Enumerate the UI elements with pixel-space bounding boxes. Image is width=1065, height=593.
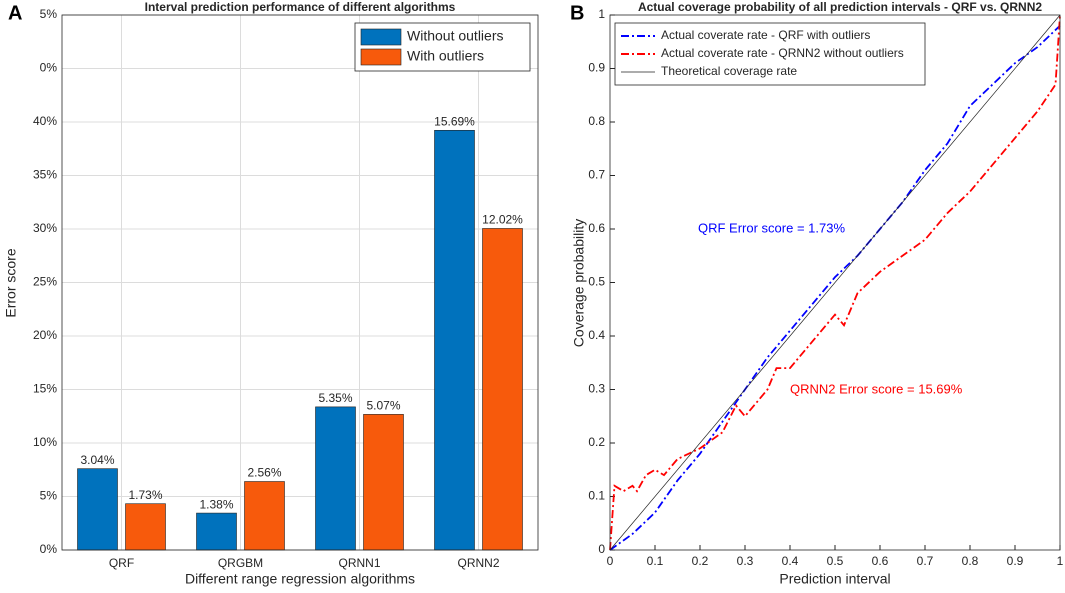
y-tick-label: 0.9: [588, 61, 605, 75]
line: [609, 14, 1061, 551]
y-tick-label: 40%: [33, 114, 57, 128]
chart-title: Actual coverage probability of all predi…: [638, 0, 1042, 14]
y-tick-label: 0%: [40, 61, 58, 75]
y-tick-label: 30%: [33, 221, 57, 235]
legend-box: [614, 22, 926, 86]
data-label: 15.69%: [434, 114, 475, 128]
data-label: 1.73%: [128, 488, 162, 502]
y-tick-label: 10%: [33, 435, 57, 449]
x-tick-label: 0.2: [692, 554, 709, 568]
legend-label: Actual coverate rate - QRF with outliers: [661, 28, 870, 42]
y-tick-label: 25%: [33, 275, 57, 289]
y-tick-label: 20%: [33, 328, 57, 342]
x-tick-label: 0.3: [737, 554, 754, 568]
x-tick-label: 0: [607, 554, 614, 568]
x-tick-label: 1: [1057, 554, 1064, 568]
x-tick-label: 0.5: [827, 554, 844, 568]
annotation: QRF Error score = 1.73%: [698, 220, 845, 235]
x-axis-label: Different range regression algorithms: [185, 571, 415, 587]
y-tick-label: 0.7: [588, 168, 605, 182]
y-tick-label: 35%: [33, 168, 57, 182]
bar: [244, 481, 285, 551]
bar: [434, 129, 475, 551]
x-axis-label: Prediction interval: [779, 571, 890, 587]
y-tick-label: 0.8: [588, 114, 605, 128]
panel-label: A: [8, 2, 22, 24]
x-tick-label: QRNN1: [338, 556, 380, 570]
legend-label: Actual coverate rate - QRNN2 without out…: [661, 46, 904, 60]
data-label: 5.35%: [318, 391, 352, 405]
y-tick-label: 5%: [40, 7, 58, 21]
legend-label: Without outliers: [407, 28, 503, 44]
y-tick-label: 15%: [33, 382, 57, 396]
data-label: 3.04%: [80, 453, 114, 467]
x-tick-label: 0.6: [872, 554, 889, 568]
legend-label: Theoretical coverage rate: [661, 64, 797, 78]
legend-swatch: [360, 48, 402, 66]
y-tick-label: 0.2: [588, 435, 605, 449]
legend-swatch: [360, 28, 402, 46]
line: [609, 14, 1061, 551]
data-label: 5.07%: [366, 399, 400, 413]
chart-title: Interval prediction performance of diffe…: [145, 0, 456, 14]
data-label: 1.38%: [199, 497, 233, 511]
plot-frame: [61, 14, 539, 551]
x-tick-label: QRGBM: [218, 556, 263, 570]
x-tick-label: 0.4: [782, 554, 799, 568]
bar: [315, 406, 356, 551]
y-axis-label: Coverage probability: [571, 219, 587, 347]
y-tick-label: 0.4: [588, 328, 605, 342]
bar: [77, 468, 118, 551]
bar: [125, 503, 166, 551]
x-tick-label: QRF: [109, 556, 134, 570]
bar: [363, 414, 404, 551]
x-tick-label: QRNN2: [457, 556, 499, 570]
y-tick-label: 0.1: [588, 489, 605, 503]
data-label: 2.56%: [247, 466, 281, 480]
y-tick-label: 0%: [40, 542, 58, 556]
x-tick-label: 0.8: [962, 554, 979, 568]
y-tick-label: 5%: [40, 489, 58, 503]
bar: [482, 228, 523, 551]
x-tick-label: 0.1: [647, 554, 664, 568]
y-tick-label: 1: [598, 7, 605, 21]
y-tick-label: 0.5: [588, 275, 605, 289]
x-tick-label: 0.7: [917, 554, 934, 568]
x-tick-label: 0.9: [1007, 554, 1024, 568]
legend-label: With outliers: [407, 48, 484, 64]
panel-label: B: [570, 2, 584, 24]
annotation: QRNN2 Error score = 15.69%: [790, 381, 963, 396]
y-tick-label: 0.6: [588, 221, 605, 235]
data-label: 12.02%: [482, 213, 523, 227]
y-tick-label: 0: [598, 542, 605, 556]
y-tick-label: 0.3: [588, 382, 605, 396]
y-axis-label: Error score: [3, 248, 19, 317]
bar: [196, 512, 237, 551]
line: [609, 25, 1061, 551]
plot-frame: [609, 14, 1061, 551]
